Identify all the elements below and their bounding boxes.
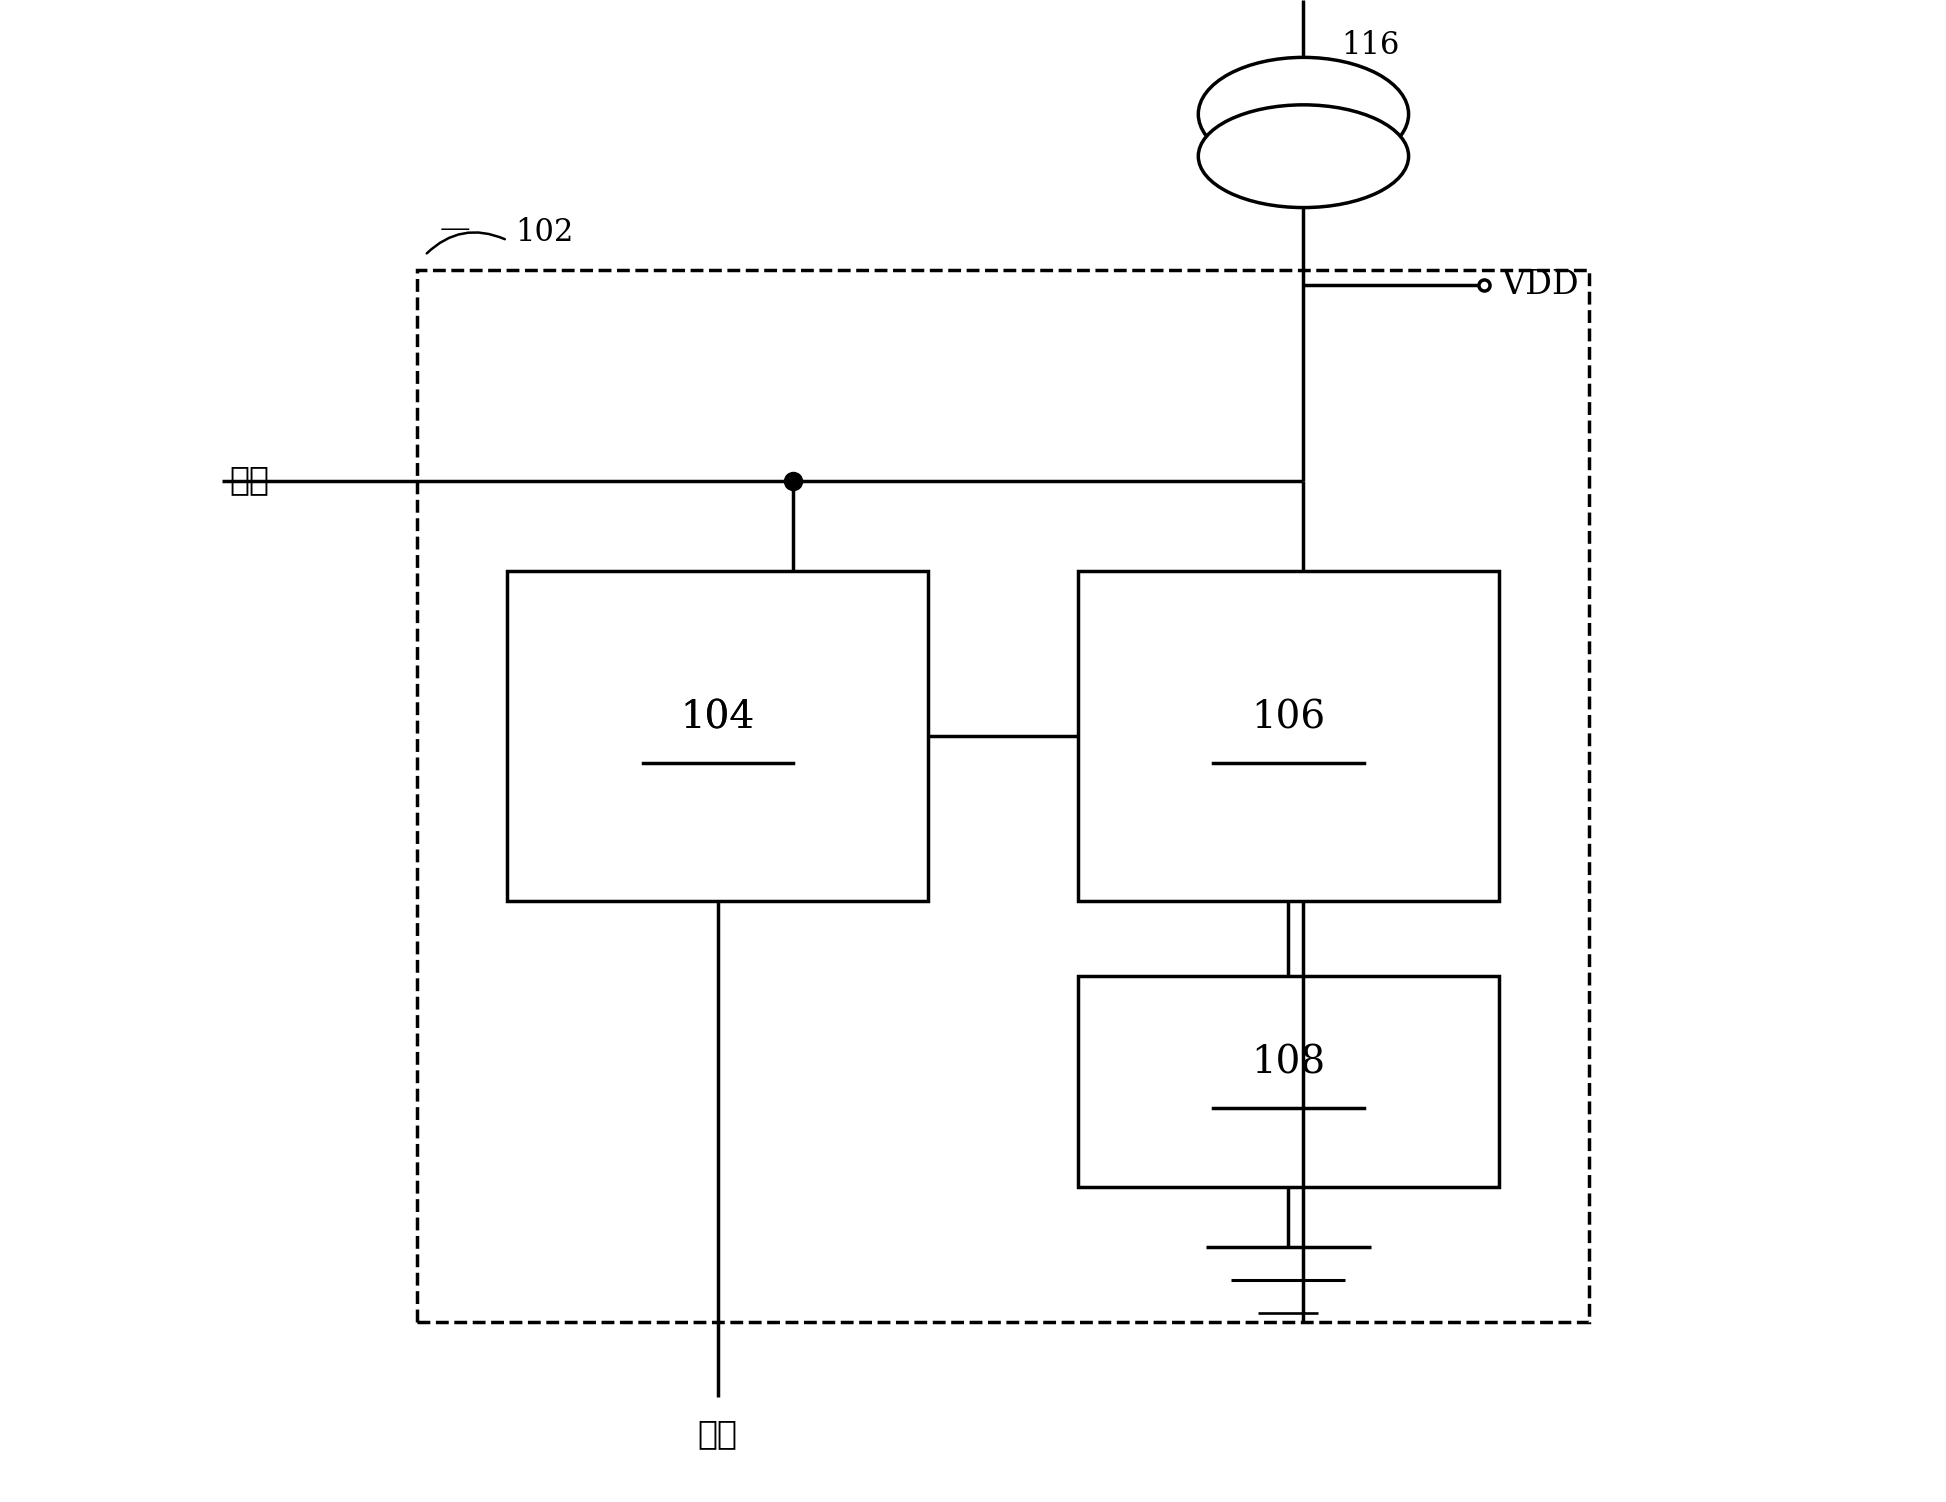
Bar [1078, 571, 1498, 901]
Text: —: — [440, 213, 469, 243]
Bar [1078, 976, 1498, 1187]
Text: 104: 104 [681, 700, 755, 736]
Bar [508, 571, 928, 901]
Text: 106: 106 [1251, 700, 1325, 736]
Text: 108: 108 [1251, 1045, 1325, 1081]
Text: 扫描: 扫描 [230, 464, 269, 497]
Ellipse shape [1199, 57, 1409, 171]
Ellipse shape [1199, 105, 1409, 207]
Text: 102: 102 [516, 218, 574, 248]
Text: 数据: 数据 [699, 1418, 738, 1451]
Text: 104: 104 [681, 700, 755, 736]
Text: VDD: VDD [1502, 269, 1580, 302]
Bar [416, 270, 1588, 1322]
Text: 116: 116 [1341, 30, 1399, 60]
